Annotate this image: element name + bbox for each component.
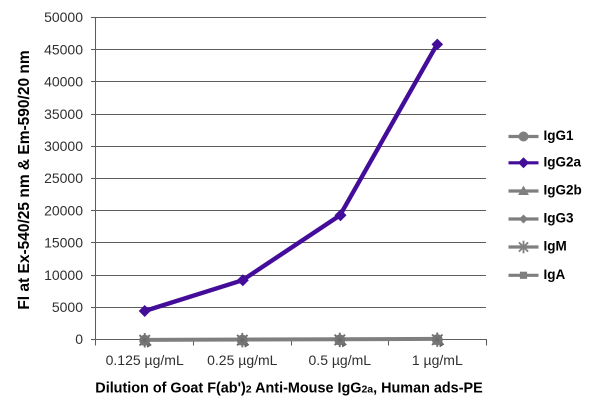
svg-text:25000: 25000 [44, 170, 83, 186]
svg-text:0.25 µg/mL: 0.25 µg/mL [207, 352, 278, 368]
svg-text:40000: 40000 [44, 74, 83, 90]
svg-text:0.5 µg/mL: 0.5 µg/mL [309, 352, 372, 368]
svg-text:IgM: IgM [544, 239, 567, 254]
svg-text:IgG2a: IgG2a [544, 155, 582, 170]
svg-text:IgG3: IgG3 [544, 211, 574, 226]
svg-text:45000: 45000 [44, 41, 83, 57]
svg-text:30000: 30000 [44, 138, 83, 154]
svg-text:50000: 50000 [44, 9, 83, 25]
svg-text:10000: 10000 [44, 267, 83, 283]
svg-text:IgG2b: IgG2b [544, 183, 582, 198]
svg-text:0: 0 [75, 331, 83, 347]
svg-text:35000: 35000 [44, 106, 83, 122]
svg-text:Dilution of Goat F(ab')2 Anti-: Dilution of Goat F(ab')2 Anti-Mouse IgG2… [95, 381, 483, 397]
svg-text:IgG1: IgG1 [544, 128, 574, 143]
svg-text:5000: 5000 [52, 299, 83, 315]
svg-text:0.125 µg/mL: 0.125 µg/mL [106, 352, 184, 368]
svg-text:20000: 20000 [44, 202, 83, 218]
svg-text:Fl at Ex-540/25 nm & Em-590/20: Fl at Ex-540/25 nm & Em-590/20 nm [16, 50, 33, 309]
svg-text:1 µg/mL: 1 µg/mL [412, 352, 463, 368]
svg-text:15000: 15000 [44, 235, 83, 251]
svg-text:IgA: IgA [544, 267, 566, 282]
